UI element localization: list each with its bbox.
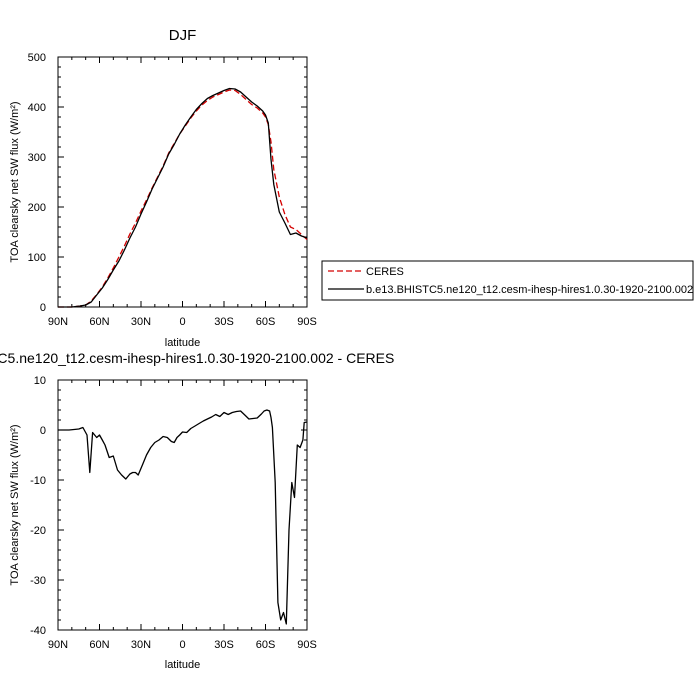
- y-tick-label: 300: [28, 152, 46, 164]
- x-tick-label: 90S: [297, 639, 317, 651]
- x-tick-label: 90S: [297, 316, 317, 328]
- legend-label-2: b.e13.BHISTC5.ne120_t12.cesm-ihesp-hires…: [366, 284, 693, 296]
- y-tick-label: 0: [40, 425, 46, 437]
- x-tick-label: 30N: [131, 639, 151, 651]
- x-tick-label: 60S: [256, 639, 276, 651]
- series-line-1: [58, 409, 308, 625]
- y-axis-label: TOA clearsky net SW flux (W/m²): [9, 424, 21, 585]
- x-tick-label: 60N: [89, 639, 109, 651]
- y-axis-label: TOA clearsky net SW flux (W/m²): [9, 101, 21, 262]
- y-tick-label: -20: [30, 525, 46, 537]
- plot-frame: [57, 379, 308, 631]
- x-axis-label: latitude: [165, 659, 200, 671]
- chart-title: DJF: [169, 27, 197, 44]
- y-tick-label: 500: [28, 52, 46, 64]
- y-tick-label: 0: [40, 302, 46, 314]
- y-tick-label: -10: [30, 475, 46, 487]
- x-tick-label: 30S: [214, 316, 234, 328]
- series-line-2: [58, 87, 308, 308]
- y-tick-label: 10: [34, 375, 46, 387]
- x-tick-label: 30S: [214, 639, 234, 651]
- y-tick-label: -40: [30, 625, 46, 637]
- x-tick-label: 90N: [48, 316, 68, 328]
- legend-label-1: CERES: [366, 266, 404, 278]
- x-tick-label: 60S: [256, 316, 276, 328]
- x-tick-label: 0: [179, 639, 185, 651]
- chart-title: ISTC5.ne120_t12.cesm-ihesp-hires1.0.30-1…: [0, 350, 394, 366]
- plot-frame: [57, 56, 308, 308]
- y-tick-label: 200: [28, 202, 46, 214]
- x-tick-label: 0: [179, 316, 185, 328]
- x-axis-label: latitude: [165, 337, 200, 349]
- chart-1: DJF 90N 60N 30N 0 30S 60S 90S 0 100 200 300 400 500 la…: [9, 27, 694, 349]
- y-tick-label: 100: [28, 252, 46, 264]
- chart-legend: CERES b.e13.BHISTC5.ne120_t12.cesm-ihesp-…: [321, 260, 694, 301]
- chart-2: ISTC5.ne120_t12.cesm-ihesp-hires1.0.30-1…: [0, 350, 394, 671]
- x-tick-label: 90N: [48, 639, 68, 651]
- y-tick-label: 400: [28, 102, 46, 114]
- series-line-1: [58, 89, 308, 308]
- x-tick-label: 60N: [89, 316, 109, 328]
- x-tick-label: 30N: [131, 316, 151, 328]
- y-tick-label: -30: [30, 575, 46, 587]
- legend-box: [321, 260, 694, 301]
